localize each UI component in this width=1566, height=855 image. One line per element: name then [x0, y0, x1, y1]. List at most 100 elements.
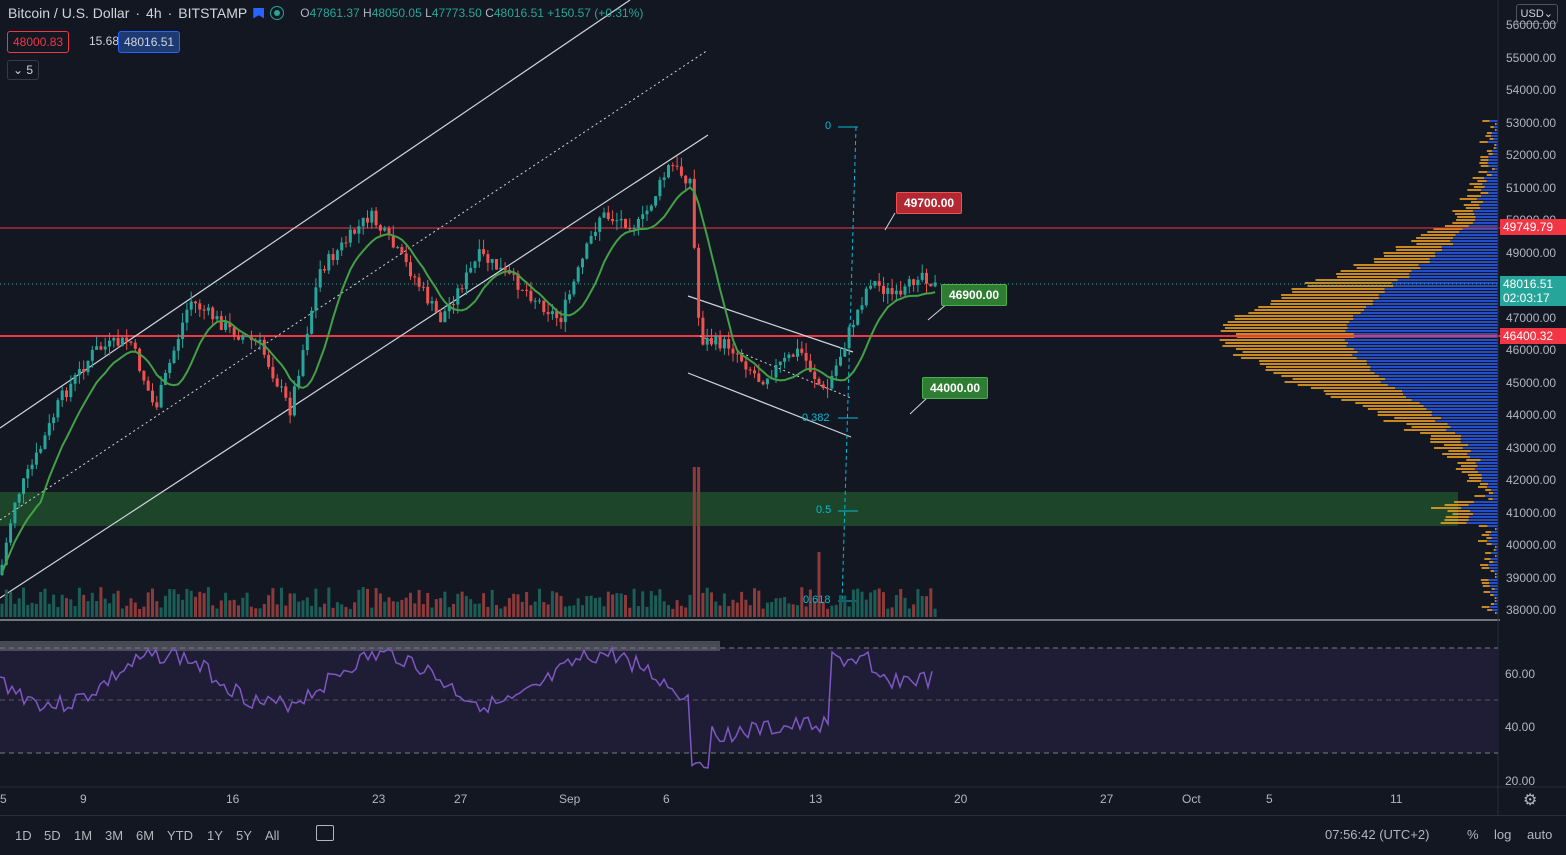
volume-profile-bar [1281, 297, 1379, 299]
percent-scale-toggle[interactable]: % [1467, 827, 1479, 842]
fib-trend-line[interactable] [841, 126, 857, 604]
volume-profile-bar [1353, 318, 1498, 320]
target-tag-green-2[interactable]: 44000.00 [922, 377, 989, 399]
settings-gear-icon[interactable]: ⚙ [1523, 792, 1538, 809]
status-dot-icon[interactable] [270, 6, 285, 20]
symbol-legend[interactable]: Bitcoin / U.S. Dollar · 4h · BITSTAMP O4… [8, 5, 643, 21]
candle-body [486, 254, 490, 263]
volume-profile-bar [1434, 447, 1463, 449]
channel-lower-line[interactable] [0, 134, 709, 599]
volume-bar [847, 606, 851, 617]
time-axis-label: 6 [663, 792, 670, 806]
volume-profile-bar [1472, 177, 1485, 179]
buy-button[interactable]: 48016.51 [118, 31, 181, 53]
channel-upper-line[interactable] [0, 0, 631, 429]
channel-mid-line[interactable] [0, 49, 709, 521]
clock-display[interactable]: 07:56:42 (UTC+2) [1325, 827, 1430, 842]
volume-bar [641, 591, 645, 617]
volume-profile-bar [1491, 531, 1498, 533]
time-axis-label: 13 [809, 792, 823, 806]
volume-profile-bar [1366, 363, 1498, 365]
timeframe-button-6m[interactable]: 6M [136, 828, 155, 843]
candle-body [516, 273, 520, 290]
candle-body [374, 210, 378, 226]
volume-profile-bar [1496, 573, 1498, 575]
volume-profile-bar [1495, 123, 1497, 125]
volume-profile-bar [1479, 483, 1489, 485]
timeframe-button-ytd[interactable]: YTD [167, 828, 193, 843]
volume-bar [357, 589, 361, 617]
candle-body [482, 249, 486, 255]
sell-button[interactable]: 48000.83 [7, 31, 70, 53]
volume-profile-bar [1481, 567, 1489, 569]
volume-profile-bar [1397, 279, 1498, 281]
date-range-icon[interactable] [316, 825, 334, 841]
desc-channel-upper[interactable] [687, 295, 854, 353]
volume-profile-bar [1367, 408, 1427, 410]
volume-bar [550, 591, 554, 617]
price-axis-label: 39000.00 [1506, 570, 1557, 585]
volume-bar [370, 607, 374, 617]
symbol-interval[interactable]: 4h [146, 5, 162, 21]
auto-scale-toggle[interactable]: auto [1527, 827, 1553, 842]
candle-body [589, 235, 593, 244]
timeframe-button-1y[interactable]: 1Y [207, 828, 223, 843]
candle-body [572, 281, 576, 295]
flag-icon[interactable] [253, 7, 265, 19]
volume-profile-bar [1490, 558, 1498, 560]
volume-bar [86, 601, 90, 617]
volume-profile-bar [1488, 153, 1493, 155]
demand-zone[interactable] [0, 492, 1458, 526]
volume-bar [486, 606, 490, 617]
timeframe-button-all[interactable]: All [265, 828, 280, 843]
volume-bar [748, 605, 752, 617]
volume-profile-bar [1364, 309, 1498, 311]
desc-channel-lower[interactable] [687, 372, 852, 438]
candle-body [619, 218, 623, 221]
volume-profile-bar [1496, 546, 1498, 548]
volume-bar [271, 588, 275, 617]
candle-body [731, 348, 735, 354]
volume-bar [301, 600, 305, 617]
volume-bar [0, 603, 4, 617]
volume-profile-bar [1435, 255, 1498, 257]
log-scale-toggle[interactable]: log [1494, 827, 1512, 842]
time-axis-label: 9 [80, 792, 87, 806]
volume-bar [611, 594, 615, 617]
candle-body [344, 242, 348, 244]
target-tag-red[interactable]: 49700.00 [896, 192, 963, 214]
timeframe-button-1m[interactable]: 1M [74, 828, 93, 843]
volume-profile-bar [1433, 228, 1463, 230]
symbol-exchange[interactable]: BITSTAMP [178, 5, 248, 21]
candle-body [297, 375, 301, 387]
volume-profile-bar [1489, 561, 1494, 563]
candle-body [172, 350, 176, 363]
candle-body [305, 333, 309, 351]
volume-profile-bar [1254, 309, 1365, 311]
volume-profile-bar [1420, 267, 1498, 269]
last-price-tag: 48016.51 02:03:17 [1500, 276, 1566, 306]
candle-body [873, 281, 877, 286]
indicators-toggle-button[interactable]: ⌄ 5 [7, 60, 39, 80]
timeframe-button-3m[interactable]: 3M [105, 828, 124, 843]
volume-profile-bar [1490, 594, 1494, 596]
volume-profile-bar [1455, 432, 1498, 434]
volume-profile-bar [1344, 339, 1498, 341]
candle-body [108, 340, 111, 347]
candle-body [684, 175, 688, 184]
timeframe-button-1d[interactable]: 1D [15, 828, 32, 843]
symbol-title[interactable]: Bitcoin / U.S. Dollar [8, 5, 130, 21]
volume-profile-bar [1487, 525, 1498, 527]
volume-profile-bar [1281, 294, 1379, 296]
candle-body [851, 324, 855, 328]
candlesticks [0, 156, 937, 577]
candle-body [288, 397, 292, 416]
timeframe-button-5y[interactable]: 5Y [236, 828, 252, 843]
currency-select[interactable]: USD⌄ [1515, 4, 1558, 24]
timeframe-button-5d[interactable]: 5D [44, 828, 61, 843]
target-tag-green-1[interactable]: 46900.00 [941, 284, 1008, 306]
volume-bar [860, 591, 864, 617]
candle-body [17, 494, 21, 503]
volume-profile-bar [1384, 255, 1436, 257]
